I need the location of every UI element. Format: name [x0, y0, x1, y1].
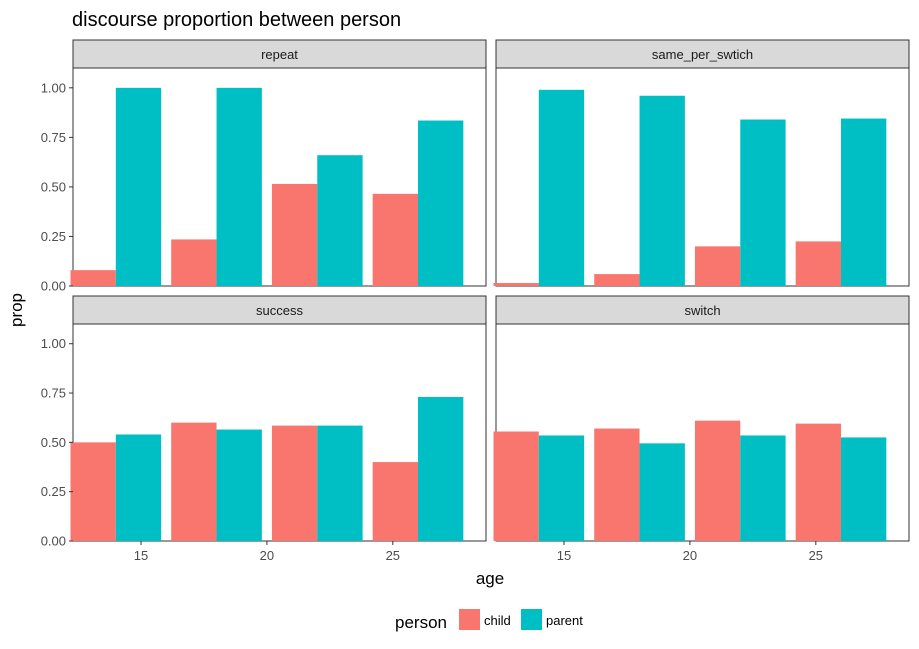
x-tick-label: 25: [809, 548, 823, 563]
x-tick-label: 20: [683, 548, 697, 563]
bar-parent: [317, 425, 363, 541]
y-tick-label: 0.75: [41, 386, 66, 401]
bar-child: [372, 462, 419, 541]
bar-parent: [115, 87, 162, 287]
bar-parent: [418, 120, 464, 286]
legend-key: [521, 609, 542, 630]
y-tick-label: 1.00: [41, 336, 66, 351]
panel-switch: switch 15 20 25: [493, 295, 910, 563]
y-axis-label: prop: [7, 293, 26, 327]
y-tick-label: 0.50: [41, 179, 66, 194]
panel-repeat: repeat 0.00 0.25 0.50 0.75 1.00: [41, 39, 487, 294]
y-tick-label: 1.00: [41, 80, 66, 95]
bar-child: [795, 423, 842, 541]
x-tick-label: 25: [386, 548, 400, 563]
bar-parent: [538, 89, 585, 286]
panel-success: success 0.00 0.25 0.50 0.75 1.00 15 20 25: [41, 295, 487, 563]
facet-strip-label: same_per_swtich: [652, 47, 753, 62]
y-tick-label: 0.00: [41, 534, 66, 549]
bar-child: [594, 274, 640, 286]
facet-strip-label: switch: [684, 303, 720, 318]
facet-strip-label: repeat: [261, 47, 298, 62]
bar-child: [694, 420, 741, 541]
facet-panels: repeat 0.00 0.25 0.50 0.75 1.00 same_per_swtic…: [41, 39, 910, 563]
bar-child: [171, 422, 217, 541]
bar-child: [372, 193, 419, 286]
bar-parent: [740, 435, 786, 541]
bar-child: [795, 241, 842, 286]
bar-parent: [216, 429, 262, 541]
facet-strip: [495, 295, 910, 325]
facet-strip: [495, 39, 910, 69]
bar-child: [70, 442, 116, 541]
legend: person child parent: [395, 609, 583, 632]
x-tick-label: 20: [260, 548, 274, 563]
bar-parent: [538, 435, 585, 541]
x-axis-label: age: [476, 569, 504, 588]
bar-parent: [841, 118, 887, 286]
y-tick-label: 0.50: [41, 435, 66, 450]
bar-child: [271, 183, 318, 286]
bar-parent: [639, 95, 685, 286]
bar-child: [694, 246, 741, 286]
legend-entry-parent: parent: [521, 609, 583, 630]
bar-parent: [639, 443, 685, 541]
y-tick-label: 0.25: [41, 229, 66, 244]
x-tick-label: 15: [134, 548, 148, 563]
legend-label: child: [484, 613, 511, 628]
y-tick-label: 0.00: [41, 279, 66, 294]
bar-child: [70, 270, 116, 286]
legend-title: person: [395, 613, 447, 632]
bar-parent: [841, 437, 887, 541]
facet-strip: [72, 39, 487, 69]
bar-parent: [740, 119, 786, 286]
bar-child: [171, 239, 217, 286]
bar-parent: [418, 396, 464, 541]
bar-parent: [216, 87, 262, 287]
bar-child: [493, 283, 539, 286]
legend-label: parent: [546, 613, 583, 628]
bar-child: [493, 431, 539, 541]
chart-title: discourse proportion between person: [72, 9, 401, 31]
x-tick-label: 15: [557, 548, 571, 563]
y-tick-label: 0.25: [41, 484, 66, 499]
bar-child: [271, 425, 318, 541]
legend-key: [459, 609, 480, 630]
facet-strip-label: success: [256, 303, 303, 318]
bar-child: [594, 428, 640, 541]
y-tick-label: 0.75: [41, 130, 66, 145]
bar-parent: [115, 434, 162, 541]
facet-strip: [72, 295, 487, 325]
legend-entry-child: child: [459, 609, 511, 630]
bar-parent: [317, 155, 363, 286]
panel-same-per-swtich: same_per_swtich: [493, 39, 910, 287]
